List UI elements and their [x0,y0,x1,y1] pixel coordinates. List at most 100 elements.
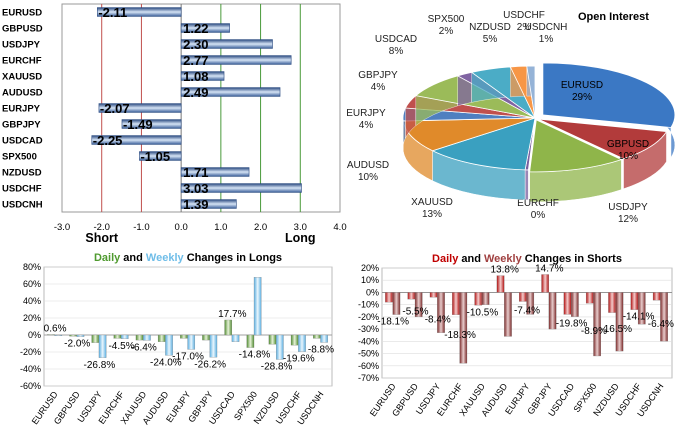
data-label-GBPUSD: -5.5% [402,307,428,318]
bar-USDCHF [180,183,302,193]
chart-title: Daily and Weekly Changes in Longs [94,252,282,264]
data-label-AUDUSD: -24.0% [150,357,182,368]
bar-weekly-USDCHF [637,292,646,325]
shorts-changes-chart: -70% -60% -50% -40% -30% -20% -10% 0% 10% 20% -18.… [358,253,674,419]
slice-pct-XAUUSD: 13% [422,209,442,220]
bar-weekly-GBPJPY [548,292,557,330]
y-tick-label: 0% [28,330,41,340]
bar-weekly-NZDUSD [615,292,624,352]
value-label-USDCNH: 1.39 [183,197,208,212]
slice-pct-GBPJPY: 4% [371,82,386,93]
bar-weekly-XAUUSD [481,292,490,305]
data-label-EURJPY: -17.0% [172,351,204,362]
y-tick-label: 0% [366,287,379,297]
slice-XAUUSD [431,117,536,171]
category-label-XAUUSD: XAUUSD [2,72,42,83]
slice-EURUSD [542,62,676,128]
data-label-USDJPY: -26.8% [84,360,116,371]
category-label-EURUSD: EURUSD [2,8,42,19]
bar-daily-XAUUSD [135,334,144,341]
bar-weekly-GBPUSD [414,292,423,318]
data-label-GBPUSD: -2.0% [64,339,90,350]
value-label-SPX500: -1.05 [140,149,170,164]
slice-name-EURJPY: EURJPY [346,108,386,119]
y-tick-label: -10% [358,300,379,310]
y-tick-label: -40% [358,336,379,346]
slice-pct-EURUSD: 29% [572,92,592,103]
bar-weekly-GBPUSD [76,334,85,337]
chart-title: Daily and Weekly Changes in Shorts [432,253,622,265]
data-label-SPX500: -8.9% [581,326,607,337]
bar-daily-USDCHF [630,292,639,310]
bar-weekly-EURJPY [526,292,535,315]
category-label-EURJPY: EURJPY [2,104,41,115]
bar-SPX500 [139,151,182,161]
category-label-USDCNH: USDCNH [2,200,43,211]
bar-weekly-SPX500 [593,292,601,357]
value-label-GBPJPY: -1.49 [123,117,153,132]
bar-weekly-EURCHF [120,334,129,339]
title-part: and [120,252,146,264]
data-label-USDCAD: -19.8% [556,319,588,330]
data-label-USDJPY: -8.4% [425,315,451,326]
value-label-EURCHF: 2.77 [183,53,208,68]
longs-changes-chart: -60%-40%-20%0%20%40%60%80%0.6%EURUSD-2.0… [20,252,334,427]
value-label-GBPUSD: 1.22 [183,21,208,36]
y-tick-label: -70% [358,373,379,383]
x-tick-label: -2.0 [94,222,110,233]
bar-weekly-EURUSD [392,292,401,315]
bar-weekly-USDJPY [437,292,445,333]
data-label-EURCHF: -4.5% [108,341,134,352]
slice-pct-EURCHF: 0% [531,210,546,221]
category-label-SPX500: SPX500 [2,152,37,163]
slice-name-NZDUSD: NZDUSD [469,22,511,33]
slice-name-AUDUSD: AUDUSD [347,160,389,171]
bar-weekly-AUDUSD [165,334,173,356]
bar-EURUSD [97,7,182,17]
bar-daily-NZDUSD [608,292,616,313]
title-part: Weekly [146,252,185,264]
y-tick-label: -60% [20,381,41,391]
x-tick-label: -3.0 [54,222,70,233]
plot-area [381,267,673,379]
y-tick-label: 10% [361,275,379,285]
x-tick-label: 3.0 [294,222,307,233]
data-label-USDCNH: -8.8% [308,344,334,355]
bar-daily-SPX500 [585,292,594,304]
value-label-AUDUSD: 2.49 [183,85,208,100]
bar-weekly-SPX500 [253,277,262,336]
slice-pct-NZDUSD: 5% [483,34,498,45]
bar-weekly-NZDUSD [276,334,284,360]
slice-pct-USDCAD: 8% [389,46,404,57]
value-label-USDCHF: 3.03 [183,181,208,196]
data-label-AUDUSD: 13.8% [491,265,519,276]
bar-weekly-XAUUSD [143,334,151,341]
bar-daily-XAUUSD [474,292,483,306]
slice-USDJPY [529,119,623,173]
bar-daily-USDCAD [563,292,572,315]
data-label-USDCHF: -14.1% [623,312,655,323]
data-label-NZDUSD: -28.8% [261,361,293,372]
bar-weekly-USDCNH [660,292,668,342]
data-label-USDCHF: -19.6% [283,354,315,365]
slice-name-USDCHF: USDCHF [503,10,545,21]
bar-daily-EURJPY [180,334,188,339]
y-tick-label: -50% [358,349,379,359]
slice-pct-USDCHF: 2% [517,22,532,33]
y-tick-label: -20% [20,347,41,357]
slice-name-USDCAD: USDCAD [375,34,417,45]
bar-GBPUSD [180,23,230,33]
bar-daily-USDCNH [652,292,661,301]
category-label-EURCHF: EURCHF [2,56,42,67]
bar-XAUUSD [180,71,225,81]
data-label-EURUSD: -18.1% [377,317,409,328]
x-tick-label: -1.0 [133,222,149,233]
y-tick-label: -30% [358,324,379,334]
value-label-USDJPY: 2.30 [183,37,208,52]
y-tick-label: -60% [358,361,379,371]
bar-daily-GBPUSD [407,292,416,300]
slice-name-EURUSD: EURUSD [561,80,603,91]
data-label-EURUSD: 0.6% [44,323,67,334]
category-label-NZDUSD: NZDUSD [2,168,42,179]
title-part: Daily [94,252,121,264]
